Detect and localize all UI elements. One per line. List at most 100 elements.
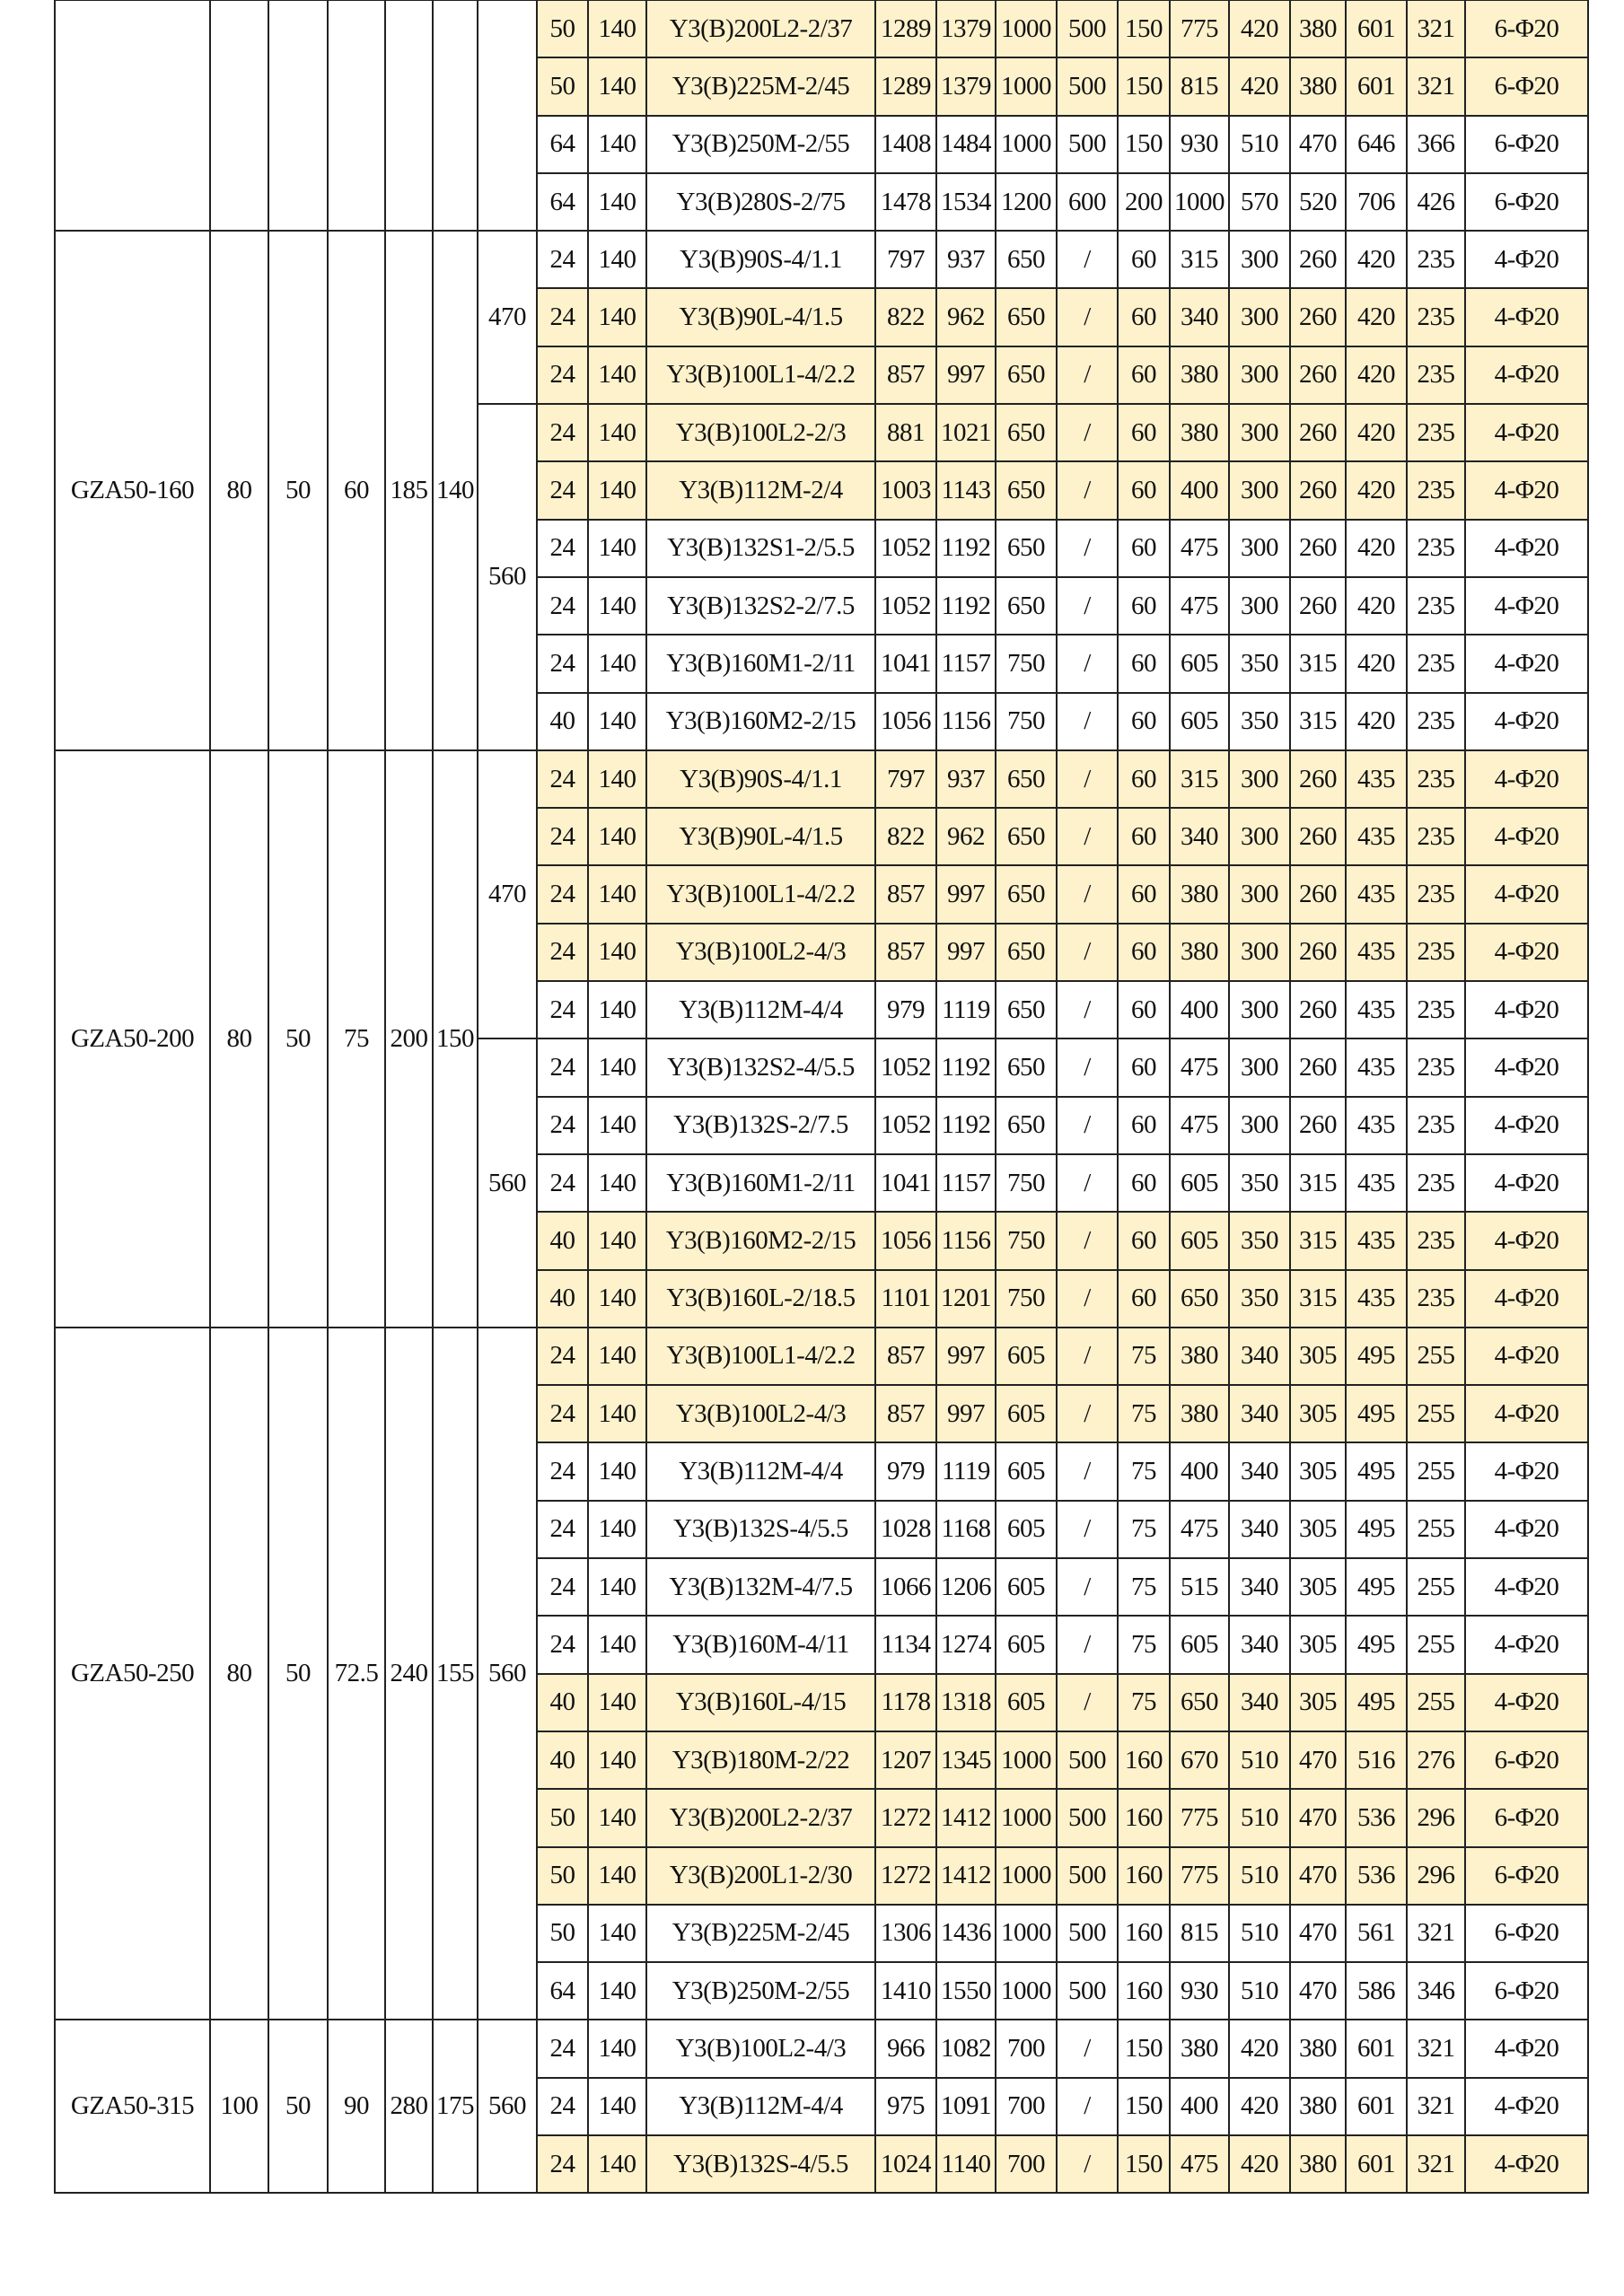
value-cell: 475 [1169,575,1230,636]
value-cell: 1091 [935,2076,996,2136]
value-cell: 140 [587,287,647,347]
param-cell: 50 [268,2019,329,2195]
value-cell: 40 [536,1730,589,1791]
value-cell: 1200 [995,171,1058,232]
motor-model-cell: Y3(B)112M-4/4 [645,980,876,1040]
param-cell [327,0,386,232]
value-cell: 140 [587,230,647,290]
value-cell: 520 [1289,171,1347,232]
value-cell: 4-Φ20 [1464,1268,1589,1328]
value-cell: 260 [1289,749,1347,810]
param-cell: 185 [384,230,434,751]
motor-model-cell: Y3(B)200L2-2/37 [645,0,876,59]
value-cell: 305 [1289,1615,1347,1675]
value-cell: 1000 [995,1730,1058,1791]
value-cell: 260 [1289,403,1347,463]
table-row: 24 140 Y3(B)112M-2/4 1003 1143 650/60 400 300 26… [55,460,1589,521]
value-cell: 510 [1228,1845,1291,1906]
table-row: 24 140 Y3(B)100L1-4/2.2 857 997 650/60 380 300 2… [55,864,1589,925]
value-cell: 1000 [995,1961,1058,2021]
value-cell: 24 [536,634,589,694]
param-cell: 50 [268,749,329,1328]
param-cell [432,0,478,232]
value-cell: 315 [1289,1268,1347,1328]
value-cell: 380 [1169,922,1230,983]
value-cell: 400 [1169,2076,1230,2136]
value-cell: 305 [1289,1557,1347,1617]
value-cell: 60 [1117,287,1171,347]
value-cell: 60 [1117,460,1171,521]
value-cell: 140 [587,1095,647,1155]
value-cell: 140 [587,403,647,463]
value-cell: 1192 [935,518,996,578]
value-cell: 997 [935,345,996,406]
value-cell: 4-Φ20 [1464,230,1589,290]
value-cell: 305 [1289,1326,1347,1387]
value-cell: 260 [1289,922,1347,983]
value-cell: 380 [1169,864,1230,925]
value-cell: 650 [995,230,1058,290]
value-cell: 60 [1117,230,1171,290]
table-row: 24 140 Y3(B)160M1-2/11 1041 1157 750/60 605 350… [55,1152,1589,1214]
param-cell: 80 [209,230,269,751]
value-cell: 997 [935,922,996,983]
value-cell: 235 [1406,287,1466,347]
value-cell: / [1056,1268,1119,1328]
value-cell: 435 [1345,980,1408,1040]
value-cell: 857 [874,1326,937,1387]
value-cell: 500 [1056,1903,1119,1964]
value-cell: 300 [1228,980,1291,1040]
value-cell: 4-Φ20 [1464,1152,1589,1214]
value-cell: 140 [587,864,647,925]
value-cell: 650 [995,980,1058,1040]
end-dimension-cell: 560 [477,403,538,751]
value-cell: 420 [1345,403,1408,463]
value-cell: 140 [587,1499,647,1560]
value-cell: 315 [1289,691,1347,751]
table-row: 50 140 Y3(B)200L2-2/37 1272 1412 1000 500 160 77… [55,1788,1589,1848]
value-cell: 420 [1345,460,1408,521]
value-cell: 50 [536,1903,589,1964]
value-cell: 260 [1289,230,1347,290]
param-cell: 90 [327,2019,386,2195]
value-cell: 500 [1056,1730,1119,1791]
value-cell: 340 [1228,1499,1291,1560]
value-cell: 6-Φ20 [1464,0,1589,59]
end-dimension-cell: 560 [477,1038,538,1328]
value-cell: 24 [536,518,589,578]
table-row: 40 140 Y3(B)160L-2/18.5 1101 1201 750/60 650 35… [55,1268,1589,1328]
motor-model-cell: Y3(B)280S-2/75 [645,171,876,232]
table-row: GZA50-160 80 50 60 185 140 470 24 140 Y3(B)90S-4/… [54,230,1589,751]
value-cell: 300 [1228,518,1291,578]
value-cell: 24 [536,2019,589,2079]
value-cell: / [1056,1442,1119,1502]
value-cell: 650 [995,749,1058,810]
value-cell: 60 [1117,1152,1171,1214]
value-cell: 60 [1117,518,1171,578]
table-row: 24 140 Y3(B)90L-4/1.5 822 962 650/60 340 300 260… [55,807,1589,867]
value-cell: 1156 [935,691,996,751]
value-cell: 4-Φ20 [1464,691,1589,751]
value-cell: 315 [1169,749,1230,810]
value-cell: 937 [935,230,996,290]
value-cell: 255 [1406,1326,1466,1387]
value-cell: / [1056,1095,1119,1155]
value-cell: 605 [1169,691,1230,751]
value-cell: 1052 [874,1095,937,1155]
value-cell: 997 [935,864,996,925]
value-cell: 60 [1117,980,1171,1040]
table-row: 64 140 Y3(B)250M-2/55 1408 1484 1000 500 150 930… [55,114,1589,174]
value-cell: 350 [1228,1152,1291,1214]
value-cell: 40 [536,1268,589,1328]
table-row: 40 140 Y3(B)160M2-2/15 1056 1156 750/60 605 350… [55,1211,1589,1271]
value-cell: 24 [536,230,589,290]
value-cell: 570 [1228,171,1291,232]
value-cell: 4-Φ20 [1464,2134,1589,2195]
value-cell: 346 [1406,1961,1466,2021]
value-cell: 516 [1345,1730,1408,1791]
value-cell: 1119 [935,980,996,1040]
value-cell: 1119 [935,1442,996,1502]
value-cell: / [1056,2134,1119,2195]
value-cell: 140 [587,1672,647,1732]
value-cell: 140 [587,1961,647,2021]
